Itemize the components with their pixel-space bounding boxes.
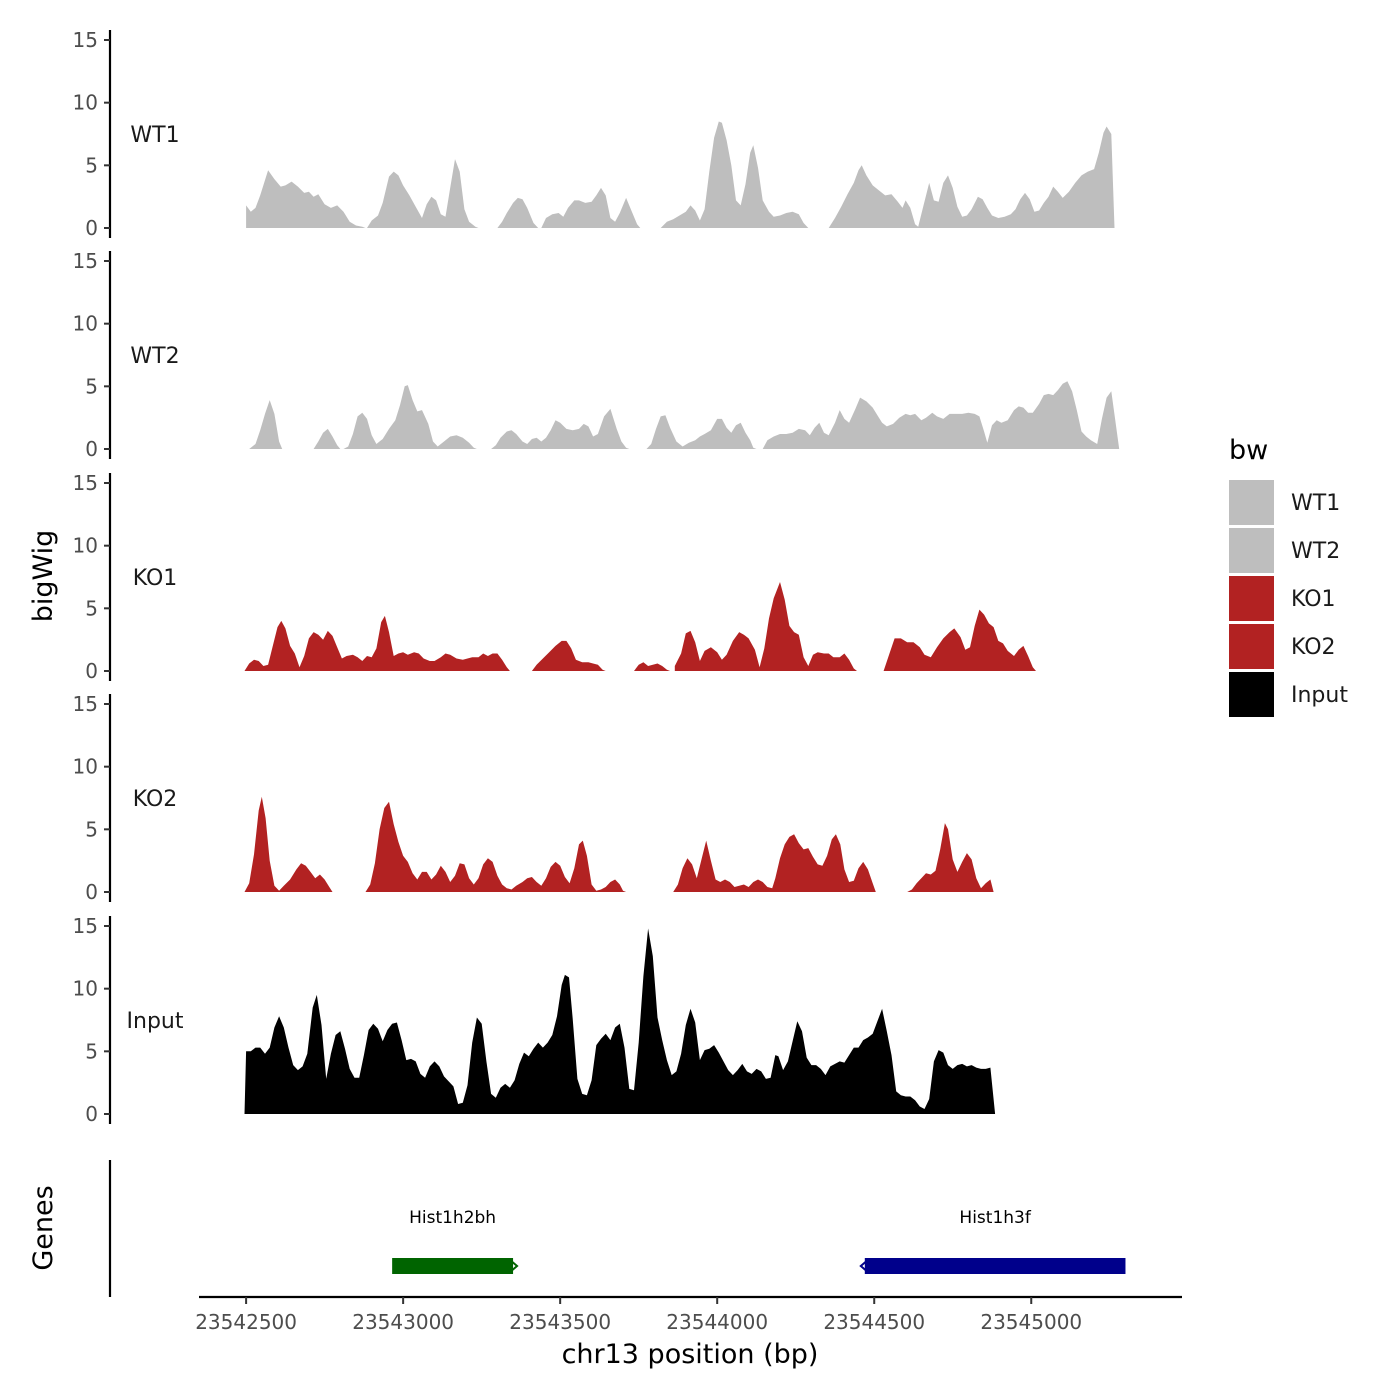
area-ko1-segment-4 — [674, 582, 857, 671]
track-wt1: 0 5 10 15 WT1 — [73, 28, 1115, 240]
x-tick-label-23543500: 23543500 — [509, 1310, 611, 1334]
gene-label-hist1h3f: Hist1h3f — [959, 1208, 1031, 1228]
gene-hist1h2bh: Hist1h2bh — [392, 1208, 519, 1274]
track-ko1: 0 5 10 15 KO1 — [73, 471, 1036, 683]
area-ko2-segment-4 — [907, 823, 994, 892]
legend-swatch-wt1 — [1229, 480, 1274, 525]
area-wt1-segment-3 — [497, 197, 539, 228]
legend-label-input: Input — [1291, 683, 1348, 708]
legend-entry-ko1: KO1 — [1229, 576, 1336, 621]
track-label-ko2: KO2 — [133, 787, 178, 812]
track-input: 0 5 10 15 Input — [73, 914, 996, 1126]
area-ko1-segment-2 — [531, 640, 606, 671]
genes-axis-title: Genes — [28, 1185, 59, 1270]
y-tick-label-wt1-15: 15 — [73, 28, 98, 52]
x-axis-title: chr13 position (bp) — [562, 1339, 819, 1370]
track-ko2: 0 5 10 15 KO2 — [73, 692, 994, 904]
gene-body-hist1h3f — [864, 1258, 1126, 1274]
area-ko2-segment-2 — [365, 801, 627, 892]
area-ko1-segment-3 — [634, 662, 671, 671]
legend-entry-ko2: KO2 — [1229, 624, 1336, 669]
legend-label-ko1: KO1 — [1291, 587, 1336, 612]
legend-title: bw — [1229, 435, 1268, 466]
x-tick-label-23545000: 23545000 — [980, 1310, 1082, 1334]
legend-swatch-wt2 — [1229, 528, 1274, 573]
area-wt2-segment-2 — [313, 428, 341, 449]
area-wt2-segment-1 — [249, 400, 283, 449]
legend-label-wt2: WT2 — [1291, 539, 1340, 564]
y-axis-title: bigWig — [28, 530, 59, 623]
area-wt2-segment-3 — [343, 385, 477, 449]
gene-strand-arrow-hist1h3f — [859, 1259, 869, 1273]
y-tick-label-wt2-0: 0 — [85, 437, 98, 461]
area-ko2-segment-3 — [673, 834, 876, 892]
y-tick-label-input-10: 10 — [73, 977, 98, 1001]
legend-label-wt1: WT1 — [1291, 491, 1340, 516]
y-tick-label-input-15: 15 — [73, 914, 98, 938]
area-input-segment-1 — [244, 928, 996, 1114]
y-tick-label-ko1-0: 0 — [85, 659, 98, 683]
area-wt1-segment-1 — [246, 170, 366, 228]
genes-panel: Hist1h2bh Hist1h3f — [108, 1160, 1126, 1297]
y-tick-label-ko2-15: 15 — [73, 692, 98, 716]
gene-strand-arrow-hist1h2bh — [509, 1259, 519, 1273]
area-ko1-segment-1 — [244, 615, 510, 671]
gene-label-hist1h2bh: Hist1h2bh — [409, 1208, 496, 1228]
gene-hist1h3f: Hist1h3f — [859, 1208, 1126, 1274]
area-wt2-segment-4 — [491, 408, 630, 449]
y-tick-label-ko1-10: 10 — [73, 534, 98, 558]
y-tick-label-input-5: 5 — [85, 1039, 98, 1063]
area-wt1-segment-2 — [367, 159, 479, 228]
y-tick-label-ko1-5: 5 — [85, 596, 98, 620]
track-label-wt2: WT2 — [130, 344, 179, 369]
legend-swatch-ko1 — [1229, 576, 1274, 621]
legend: bw WT1 WT2 KO1 KO2 Input — [1229, 435, 1348, 717]
y-tick-label-wt2-10: 10 — [73, 312, 98, 336]
track-label-input: Input — [127, 1009, 184, 1034]
y-tick-label-ko2-0: 0 — [85, 880, 98, 904]
track-wt2: 0 5 10 15 WT2 — [73, 249, 1120, 461]
y-tick-label-wt1-5: 5 — [85, 153, 98, 177]
track-label-wt1: WT1 — [130, 123, 179, 148]
y-tick-label-ko2-10: 10 — [73, 755, 98, 779]
area-wt2-segment-6 — [762, 381, 1120, 449]
legend-entry-wt2: WT2 — [1229, 528, 1340, 573]
area-wt1-segment-4 — [541, 187, 641, 228]
legend-label-ko2: KO2 — [1291, 635, 1336, 660]
y-tick-label-ko1-15: 15 — [73, 471, 98, 495]
y-tick-label-wt2-15: 15 — [73, 249, 98, 273]
x-axis: 23542500 23543000 23543500 23544000 23544500… — [195, 1295, 1182, 1334]
area-wt2-segment-5 — [646, 415, 757, 449]
legend-swatch-input — [1229, 672, 1274, 717]
area-ko1-segment-5 — [883, 609, 1036, 671]
y-tick-label-wt1-10: 10 — [73, 91, 98, 115]
y-tick-label-wt1-0: 0 — [85, 216, 98, 240]
gene-body-hist1h2bh — [392, 1258, 514, 1274]
area-wt1-segment-5 — [660, 121, 809, 228]
x-tick-label-23544000: 23544000 — [666, 1310, 768, 1334]
area-ko2-segment-1 — [244, 796, 333, 892]
legend-swatch-ko2 — [1229, 624, 1274, 669]
track-label-ko1: KO1 — [133, 566, 178, 591]
y-tick-label-wt2-5: 5 — [85, 374, 98, 398]
legend-entry-wt1: WT1 — [1229, 480, 1340, 525]
legend-entry-input: Input — [1229, 672, 1348, 717]
area-wt1-segment-6 — [828, 126, 1115, 228]
y-tick-label-ko2-5: 5 — [85, 817, 98, 841]
x-tick-label-23542500: 23542500 — [195, 1310, 297, 1334]
x-tick-label-23544500: 23544500 — [823, 1310, 925, 1334]
y-tick-label-input-0: 0 — [85, 1102, 98, 1126]
x-tick-label-23543000: 23543000 — [352, 1310, 454, 1334]
signal-tracks: 0 5 10 15 WT1 0 5 10 15 WT2 0 5 10 15 KO1 0 5 10 15 KO2 0 5 10… — [73, 28, 1120, 1126]
